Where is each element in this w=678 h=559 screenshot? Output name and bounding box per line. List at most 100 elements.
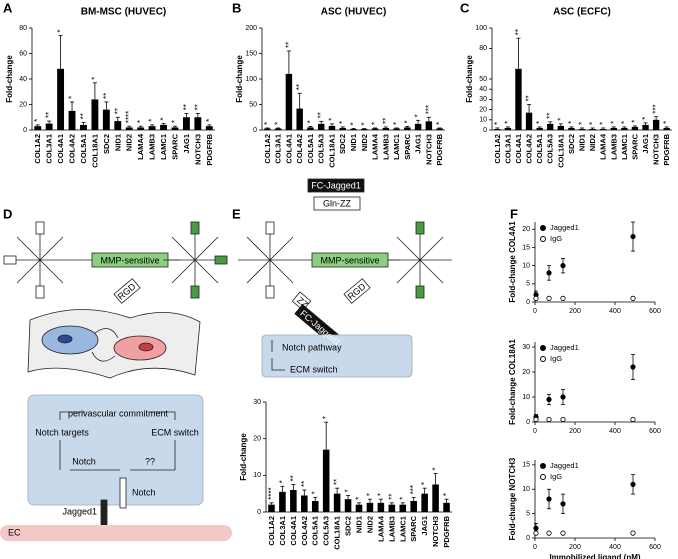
y-tick-label: 60 xyxy=(19,50,27,57)
y-tick-label: 20 xyxy=(253,436,261,443)
point xyxy=(630,530,636,536)
bar xyxy=(182,117,190,130)
x-tick-label: 400 xyxy=(609,308,621,315)
bar xyxy=(45,123,53,130)
x-tick-label: SPARC xyxy=(170,133,179,159)
bar xyxy=(339,127,346,130)
significance: * xyxy=(599,122,608,125)
legend-label: FC-Jagged1 xyxy=(311,180,361,190)
x-tick-label: JAG1 xyxy=(420,516,429,536)
x-tick-label: COL18A1 xyxy=(556,134,565,168)
peg-star xyxy=(238,221,302,299)
bar xyxy=(525,112,533,130)
y-axis-label: Fold-change COL4A1 xyxy=(508,221,517,303)
bar xyxy=(333,493,341,512)
bar xyxy=(642,124,649,130)
x-tick-label: NID1 xyxy=(349,134,358,151)
bar xyxy=(366,502,374,512)
x-tick-label: NID2 xyxy=(588,134,597,151)
linker-label: MMP-sensitive xyxy=(100,255,159,265)
panel-label: D xyxy=(3,206,12,221)
y-tick-label: 0 xyxy=(526,299,530,306)
significance: ** xyxy=(102,93,111,99)
x-tick-label: 600 xyxy=(649,308,661,315)
y-tick-label: 100 xyxy=(245,76,257,83)
x-tick-label: NOTCH3 xyxy=(193,134,202,165)
point xyxy=(533,416,539,423)
bar xyxy=(436,128,443,130)
point xyxy=(560,416,566,423)
x-tick-label: 600 xyxy=(649,428,661,435)
significance: * xyxy=(274,122,283,125)
y-tick-label: 15 xyxy=(522,462,530,469)
x-tick-label: SDC2 xyxy=(567,134,576,154)
x-tick-label: COL3A1 xyxy=(45,134,54,164)
significance: * xyxy=(620,121,629,124)
y-axis-label: Fold-change xyxy=(239,433,248,481)
significance: * xyxy=(90,77,99,80)
x-tick-label: NID1 xyxy=(113,134,122,151)
significance: * xyxy=(306,120,315,123)
x-tick-label: SPARC xyxy=(403,133,412,159)
significance: ** xyxy=(284,42,293,48)
x-tick-label: 0 xyxy=(533,428,537,435)
panel-label: A xyxy=(3,0,13,15)
bar xyxy=(296,108,303,130)
significance: ** xyxy=(387,494,396,500)
significance: * xyxy=(322,416,331,419)
y-tick-label: 30 xyxy=(522,344,530,351)
legend-marker xyxy=(540,236,546,242)
y-tick-label: 40 xyxy=(19,76,27,83)
y-tick-label: 100 xyxy=(475,25,487,32)
x-tick-label: NID1 xyxy=(355,516,364,533)
significance: * xyxy=(556,118,565,121)
switch-label: ECM switch xyxy=(290,364,338,374)
box-title: perivascular commitment xyxy=(68,408,169,418)
bar xyxy=(589,128,596,130)
x-tick-label: COL4A2 xyxy=(295,134,304,164)
bar xyxy=(264,128,271,130)
bar xyxy=(301,495,308,512)
x-tick-label: 600 xyxy=(649,544,661,551)
bar xyxy=(160,124,167,130)
bar xyxy=(536,127,543,130)
significance: ** xyxy=(300,481,309,487)
significance: * xyxy=(371,122,380,125)
x-tick-label: COL4A2 xyxy=(68,134,77,164)
bar xyxy=(515,68,522,130)
point xyxy=(630,295,636,301)
point xyxy=(560,530,566,536)
bar xyxy=(34,126,42,130)
x-tick-label: COL3A1 xyxy=(274,134,283,164)
x-tick-label: NID2 xyxy=(360,134,369,151)
panel-label: E xyxy=(232,206,241,221)
significance: * xyxy=(278,480,287,483)
bar xyxy=(494,128,501,130)
significance: * xyxy=(609,121,618,124)
y-axis-label: Fold-change COL18A1 xyxy=(508,339,517,425)
x-tick-label: COL5A1 xyxy=(311,516,320,546)
significance: * xyxy=(56,30,65,33)
significance: * xyxy=(327,118,336,121)
significance: * xyxy=(392,122,401,125)
point xyxy=(630,364,636,370)
significance: * xyxy=(435,122,444,125)
legend-label: Jagged1 xyxy=(550,343,579,352)
bar xyxy=(404,127,411,130)
x-tick-label: COL4A1 xyxy=(514,134,523,164)
ligand-label: Jagged1 xyxy=(62,506,97,516)
legend-label: Jagged1 xyxy=(550,223,579,232)
y-axis-label: Fold-change xyxy=(5,55,14,103)
x-tick-label: LAMB3 xyxy=(381,134,390,160)
y-tick-label: 5 xyxy=(526,510,530,517)
bar xyxy=(355,504,363,512)
significance: * xyxy=(398,497,407,500)
y-axis-label: Fold-change xyxy=(465,55,474,103)
significance: * xyxy=(338,121,347,124)
x-axis-label: Immobilized ligand (nM) xyxy=(549,553,640,559)
significance: * xyxy=(503,121,512,124)
significance: * xyxy=(148,119,157,122)
significance: **** xyxy=(125,111,134,123)
bar xyxy=(557,125,564,130)
bar xyxy=(377,502,385,512)
